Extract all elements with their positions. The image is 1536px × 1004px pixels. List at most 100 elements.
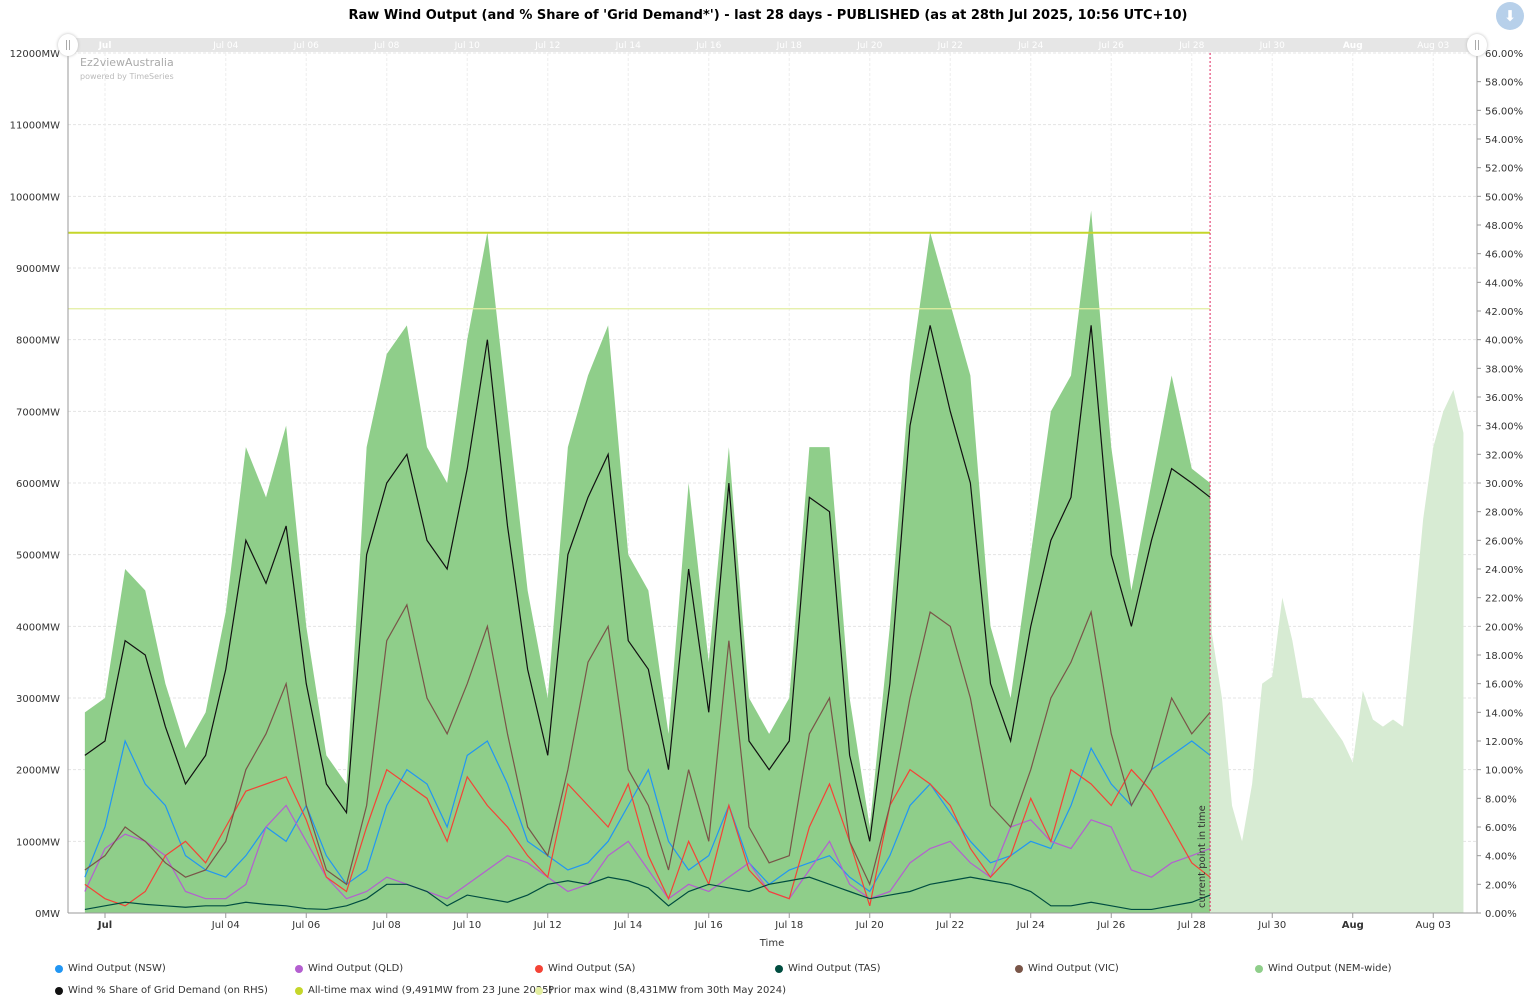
legend-item[interactable]: Prior max wind (8,431MW from 30th May 20… bbox=[535, 985, 786, 996]
x-tick-label: Jul 30 bbox=[1257, 920, 1286, 931]
y-right-tick-label: 38.00% bbox=[1485, 364, 1523, 375]
y-right-tick-label: 24.00% bbox=[1485, 565, 1523, 576]
x-tick-label: Jul 14 bbox=[613, 920, 642, 931]
x-tick-label: Jul 28 bbox=[1177, 920, 1206, 931]
y-right-tick-label: 18.00% bbox=[1485, 651, 1523, 662]
y-right-tick-label: 40.00% bbox=[1485, 336, 1523, 347]
y-right-tick-label: 2.00% bbox=[1485, 880, 1517, 891]
x-tick-label: Jul 24 bbox=[1016, 920, 1045, 931]
y-left-tick-label: 4000MW bbox=[16, 622, 60, 633]
scroll-handle-icon bbox=[1475, 40, 1479, 50]
x-tick-label: Jul 10 bbox=[452, 920, 481, 931]
forecast-area-nem-wide bbox=[1210, 389, 1464, 913]
navigator-label: Jul 20 bbox=[856, 41, 882, 51]
series-wind-output-tas bbox=[84, 876, 1211, 911]
legend-item[interactable]: Wind % Share of Grid Demand (on RHS) bbox=[55, 985, 268, 996]
series-wind-output-vic bbox=[84, 603, 1211, 887]
navigator-label: Jul 14 bbox=[615, 41, 641, 51]
y-right-tick-label: 4.00% bbox=[1485, 852, 1517, 863]
y-left-tick-label: 1000MW bbox=[16, 837, 60, 848]
legend-item[interactable]: Wind Output (VIC) bbox=[1015, 963, 1119, 974]
y-right-tick-label: 34.00% bbox=[1485, 422, 1523, 433]
y-right-tick-label: 36.00% bbox=[1485, 393, 1523, 404]
legend-marker-icon bbox=[295, 986, 303, 995]
navigator-label: Jul 26 bbox=[1098, 41, 1124, 51]
x-tick-label: Aug 03 bbox=[1416, 920, 1451, 931]
x-tick-label: Jul 18 bbox=[774, 920, 803, 931]
y-left-tick-label: 2000MW bbox=[16, 766, 60, 777]
legend-item[interactable]: All-time max wind (9,491MW from 23 June … bbox=[295, 985, 552, 996]
series-wind-output-sa bbox=[84, 768, 1211, 907]
x-tick-label: Jul 12 bbox=[533, 920, 562, 931]
legend-item[interactable]: Wind Output (TAS) bbox=[775, 963, 881, 974]
y-left-tick-label: 8000MW bbox=[16, 336, 60, 347]
y-right-tick-label: 20.00% bbox=[1485, 622, 1523, 633]
y-right-tick-label: 26.00% bbox=[1485, 536, 1523, 547]
legend-label: Wind Output (VIC) bbox=[1028, 963, 1119, 974]
legend-marker-icon bbox=[775, 964, 783, 973]
x-tick-label: Jul 06 bbox=[291, 920, 320, 931]
legend-marker-icon bbox=[1015, 964, 1023, 973]
series-wind-output-nsw bbox=[84, 739, 1211, 893]
y-left-tick-label: 12000MW bbox=[10, 49, 60, 60]
chart-title: Raw Wind Output (and % Share of 'Grid De… bbox=[348, 8, 1188, 23]
legend-marker-icon bbox=[535, 964, 543, 973]
x-tick-label: Jul 08 bbox=[372, 920, 401, 931]
y-right-tick-label: 22.00% bbox=[1485, 594, 1523, 605]
x-tick-label: Jul bbox=[97, 920, 112, 931]
x-tick-label: Jul 26 bbox=[1096, 920, 1125, 931]
brand-name: Ez2viewAustralia bbox=[80, 56, 174, 69]
x-tick-label: Jul 22 bbox=[935, 920, 964, 931]
scroll-handle-left[interactable] bbox=[58, 34, 78, 56]
y-right-tick-label: 6.00% bbox=[1485, 823, 1517, 834]
legend-label: Wind Output (NSW) bbox=[68, 963, 166, 974]
legend-label: All-time max wind (9,491MW from 23 June … bbox=[308, 985, 553, 996]
navigator-label: Aug 03 bbox=[1417, 41, 1449, 51]
legend-marker-icon bbox=[295, 964, 303, 973]
legend-item[interactable]: Wind Output (NSW) bbox=[55, 963, 166, 974]
legend-marker-icon bbox=[55, 964, 63, 973]
series-wind-share-of-grid-demand-on-rhs bbox=[84, 325, 1211, 842]
y-right-tick-label: 0.00% bbox=[1485, 909, 1517, 920]
navigator-label: Aug bbox=[1343, 41, 1363, 51]
y-right-tick-label: 46.00% bbox=[1485, 250, 1523, 261]
y-right-tick-label: 8.00% bbox=[1485, 794, 1517, 805]
y-left-tick-label: 5000MW bbox=[16, 551, 60, 562]
scroll-handle-icon bbox=[66, 40, 70, 50]
y-left-tick-label: 10000MW bbox=[10, 192, 60, 203]
x-axis-label: Time bbox=[759, 938, 784, 949]
navigator-band[interactable] bbox=[68, 38, 1477, 52]
y-right-tick-label: 56.00% bbox=[1485, 106, 1523, 117]
navigator-label: Jul 08 bbox=[373, 41, 399, 51]
legend-label: Wind Output (QLD) bbox=[308, 963, 404, 974]
download-icon: ⬇ bbox=[1503, 7, 1517, 25]
y-right-tick-label: 44.00% bbox=[1485, 278, 1523, 289]
navigator-label: Jul 18 bbox=[776, 41, 802, 51]
navigator-label: Jul 24 bbox=[1017, 41, 1043, 51]
navigator-label: Jul 16 bbox=[695, 41, 721, 51]
y-right-tick-label: 60.00% bbox=[1485, 49, 1523, 60]
navigator-label: Jul 30 bbox=[1259, 41, 1285, 51]
y-right-tick-label: 42.00% bbox=[1485, 307, 1523, 318]
legend-item[interactable]: Wind Output (NEM-wide) bbox=[1255, 963, 1392, 974]
legend-marker-icon bbox=[1255, 964, 1263, 973]
legend-label: Wind % Share of Grid Demand (on RHS) bbox=[68, 985, 268, 996]
navigator-label: Jul 22 bbox=[937, 41, 963, 51]
y-left-tick-label: 7000MW bbox=[16, 407, 60, 418]
series-wind-output-nem-wide bbox=[84, 210, 1211, 913]
y-left-tick-label: 11000MW bbox=[10, 121, 60, 132]
legend-item[interactable]: Wind Output (SA) bbox=[535, 963, 635, 974]
x-tick-label: Jul 16 bbox=[694, 920, 723, 931]
x-tick-label: Aug bbox=[1342, 920, 1364, 931]
y-right-tick-label: 50.00% bbox=[1485, 192, 1523, 203]
download-button[interactable]: ⬇ bbox=[1496, 2, 1524, 30]
scroll-handle-right[interactable] bbox=[1467, 34, 1487, 56]
legend-item[interactable]: Wind Output (QLD) bbox=[295, 963, 403, 974]
legend-label: Prior max wind (8,431MW from 30th May 20… bbox=[548, 985, 786, 996]
navigator-label: Jul 12 bbox=[534, 41, 560, 51]
y-right-tick-label: 52.00% bbox=[1485, 164, 1523, 175]
y-right-tick-label: 48.00% bbox=[1485, 221, 1523, 232]
legend-marker-icon bbox=[55, 986, 63, 995]
legend-label: Wind Output (NEM-wide) bbox=[1268, 963, 1392, 974]
